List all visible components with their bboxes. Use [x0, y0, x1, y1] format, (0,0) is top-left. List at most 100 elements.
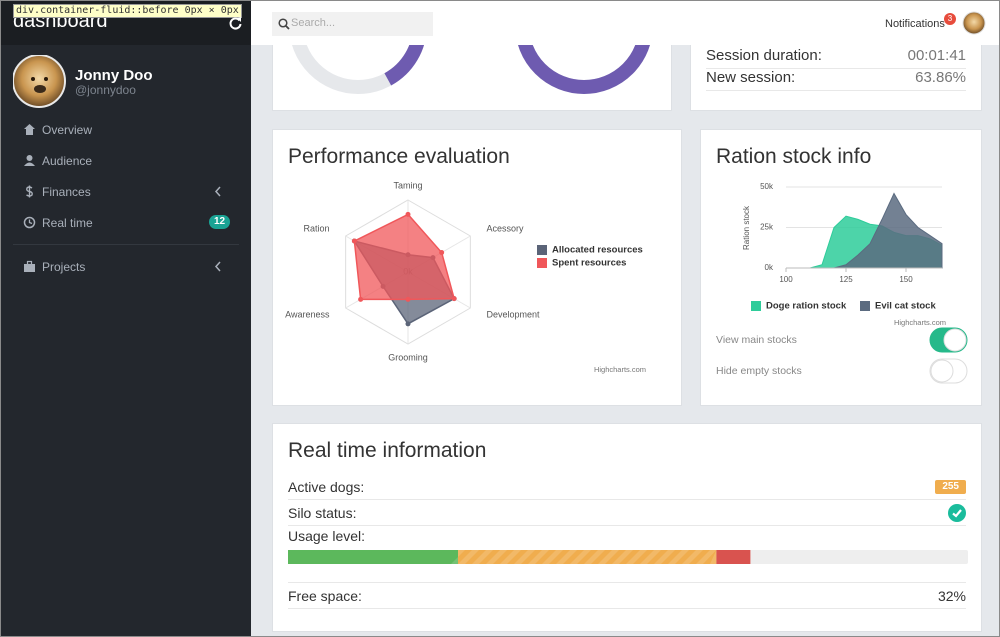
radar-point: [405, 296, 411, 302]
radar-point: [405, 321, 411, 327]
user-avatar[interactable]: [13, 55, 67, 109]
topbar: Search... Notifications 3: [251, 1, 999, 45]
x-tick-label: 100: [779, 275, 793, 284]
chevron-icon[interactable]: [213, 260, 223, 273]
menu-item[interactable]: Audience: [42, 154, 93, 168]
chevron-icon[interactable]: [213, 185, 223, 198]
row-label: Usage level:: [288, 528, 366, 544]
search-icon: [278, 18, 290, 30]
row-label: New session:: [706, 69, 796, 86]
setting-label: View main stocks: [716, 334, 797, 346]
legend-swatch: [537, 245, 547, 255]
status-ok-icon: [948, 504, 966, 522]
y-axis-label: Ration stock: [742, 205, 751, 250]
legend-swatch: [537, 258, 547, 268]
category-label: Ration: [304, 223, 330, 233]
row-value: 00:01:41: [907, 47, 966, 64]
stripe: [542, 550, 563, 564]
stripe: [598, 550, 619, 564]
stripe: [556, 550, 577, 564]
stripe: [451, 550, 465, 564]
stripe: [458, 550, 479, 564]
info-row: Active dogs: 255: [288, 474, 966, 500]
menu-item[interactable]: Projects: [42, 260, 86, 274]
menu-item[interactable]: Real time: [42, 216, 93, 230]
topbar-avatar[interactable]: [962, 11, 986, 35]
radar-point: [405, 211, 411, 217]
info-row: Free space: 32%: [288, 583, 966, 609]
divider: [288, 582, 966, 583]
category-label: Acessory: [486, 223, 524, 233]
stripe: [640, 550, 661, 564]
y-tick-label: 25k: [760, 223, 774, 232]
stripe: [486, 550, 507, 564]
legend-label: Doge ration stock: [766, 301, 847, 312]
info-row: Silo status:: [288, 500, 966, 526]
row-label: Free space:: [288, 588, 362, 604]
stripe: [472, 550, 493, 564]
category-label: Development: [486, 309, 540, 319]
legend-label: Allocated resources: [552, 245, 643, 256]
menu-divider: [13, 244, 239, 245]
radar-point: [351, 238, 357, 244]
menu-badge: 12: [209, 215, 230, 229]
radar-area: [353, 213, 456, 301]
card-title: Performance evaluation: [288, 145, 510, 168]
menu-item[interactable]: Finances: [42, 185, 91, 199]
category-label: Grooming: [388, 352, 428, 362]
content: Search... Notifications 3 Session durati…: [251, 1, 999, 636]
session-row: Session duration: 00:01:41: [706, 43, 966, 69]
chart-credits: Highcharts.com: [594, 365, 646, 374]
dogs-badge: 255: [935, 480, 966, 494]
performance-card: Performance evaluation Taming Acessory Dev…: [272, 129, 682, 406]
user-name: Jonny Doo: [75, 67, 153, 84]
realtime-card: Real time information Active dogs: 255 S…: [272, 423, 982, 632]
radar-chart: Taming Acessory Development Grooming Awarene…: [285, 180, 646, 374]
session-row: New session: 63.86%: [706, 65, 966, 91]
card-title: Ration stock info: [716, 145, 872, 168]
stripe: [654, 550, 675, 564]
user-handle: @jonnydoo: [75, 83, 136, 97]
y-tick-label: 0k: [765, 263, 774, 272]
briefcase-icon: [24, 260, 35, 272]
radar-point: [451, 296, 457, 302]
stripe: [528, 550, 549, 564]
stripe: [584, 550, 605, 564]
notification-badge: 3: [944, 13, 956, 25]
refresh-icon[interactable]: [228, 16, 243, 31]
stripe: [500, 550, 521, 564]
x-tick-label: 125: [839, 275, 853, 284]
menu-item[interactable]: Overview: [42, 123, 93, 137]
search-box[interactable]: [272, 12, 433, 36]
stripe: [696, 550, 717, 564]
row-label: Silo status:: [288, 505, 357, 521]
radar-point: [439, 250, 445, 256]
card-title: Real time information: [288, 439, 487, 462]
category-label: Awareness: [285, 309, 330, 319]
setting-label: Hide empty stocks: [716, 365, 802, 377]
legend-label: Spent resources: [552, 258, 626, 269]
ration-card: Ration stock info 0k 25k 50k Ration stock Do…: [700, 129, 982, 406]
row-value: 63.86%: [915, 69, 966, 86]
dollar-icon: [26, 185, 33, 198]
row-label: Active dogs:: [288, 479, 365, 495]
inspector-tag: div.container-fluid::before 0px × 0px: [13, 4, 242, 18]
row-label: Session duration:: [706, 47, 822, 64]
row-value: 32%: [937, 588, 966, 604]
search-placeholder: Search...: [291, 17, 336, 29]
area-chart: 0k 25k 50k Ration stock Doge ration stock Evi…: [716, 182, 968, 384]
legend-swatch: [751, 301, 761, 311]
chart-credits: Highcharts.com: [894, 318, 946, 327]
stripe: [612, 550, 633, 564]
clock-icon: [23, 216, 36, 229]
stripe: [514, 550, 535, 564]
legend-label: Evil cat stock: [875, 301, 936, 312]
toggle-knob: [930, 359, 954, 383]
usage-segment: [458, 550, 717, 564]
notifications-link[interactable]: Notifications: [885, 18, 945, 30]
stripe: [626, 550, 647, 564]
usage-segment: [288, 550, 458, 564]
home-icon: [24, 124, 35, 135]
